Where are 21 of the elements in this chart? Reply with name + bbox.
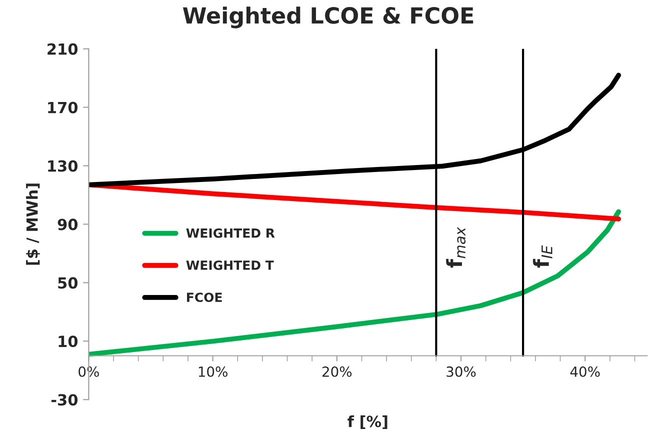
y-tick-label: 10 (58, 336, 78, 348)
y-tick-label: 210 (48, 43, 78, 55)
legend-label: FCOE (187, 292, 222, 302)
y-tick-label: 90 (58, 218, 78, 230)
x-tick-label: 0% (78, 366, 99, 377)
ref-line-label: f$_{max}$ (446, 226, 466, 268)
line-series (88, 209, 622, 357)
chart-title: Weighted LCOE & FCOE (182, 6, 474, 28)
legend-label: WEIGHTED T (186, 260, 274, 270)
x-tick-label: 40% (570, 366, 600, 377)
y-tick-label: -30 (52, 394, 78, 406)
ref-line-label: f$_{IE}$ (532, 245, 552, 268)
x-axis-title: f [%] (348, 415, 388, 430)
legend-label: WEIGHTED R (186, 228, 275, 238)
x-tick-label: 30% (446, 366, 476, 377)
x-tick-label: 20% (322, 366, 352, 377)
x-tick-label: 10% (198, 366, 228, 377)
y-tick-label: 50 (58, 277, 78, 289)
y-axis-title: [$ / MWh] (26, 184, 40, 265)
y-tick-label: 170 (48, 102, 78, 114)
y-tick-label: 130 (48, 160, 78, 172)
